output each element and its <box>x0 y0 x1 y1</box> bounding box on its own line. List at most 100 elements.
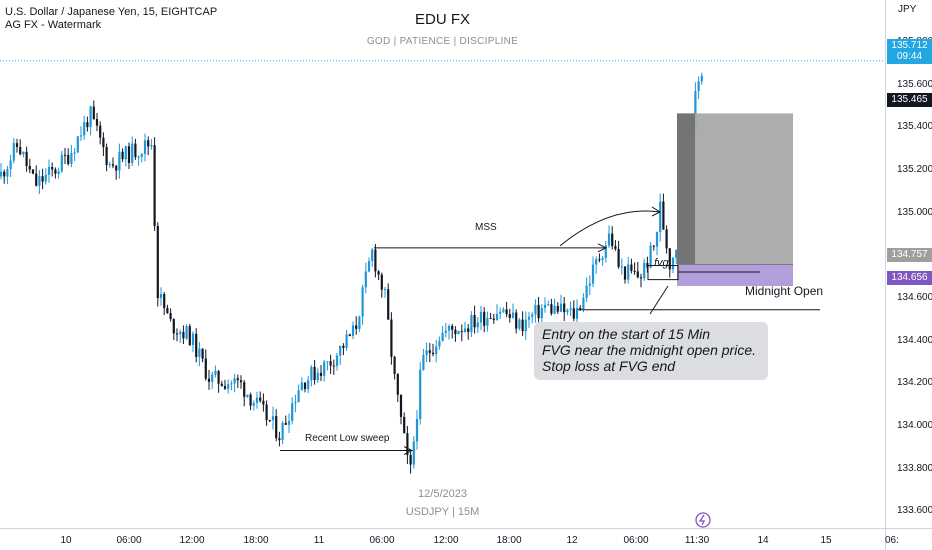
candle-body <box>3 171 6 177</box>
candle <box>595 256 598 274</box>
candle <box>457 330 460 335</box>
candle <box>6 165 9 185</box>
indicator-title[interactable]: AG FX - Watermark <box>5 19 102 31</box>
candle <box>547 300 550 307</box>
symbol-title[interactable]: U.S. Dollar / Japanese Yen, 15, EIGHTCAP <box>5 6 218 18</box>
candle-body <box>607 233 611 246</box>
candle <box>153 137 156 231</box>
candle-body <box>291 403 294 421</box>
candle-body <box>447 325 451 331</box>
candle-body <box>595 259 598 265</box>
candle <box>323 359 326 382</box>
candle-body <box>358 316 361 329</box>
candle-body <box>486 317 489 326</box>
candle <box>451 323 454 339</box>
candle <box>438 336 441 350</box>
candle <box>697 76 700 99</box>
candle-body <box>579 308 582 310</box>
candle-body <box>569 308 572 310</box>
candle <box>639 273 643 288</box>
candle <box>332 359 335 375</box>
candle <box>662 193 665 230</box>
candle-body <box>425 350 428 355</box>
candle <box>563 297 566 322</box>
candle-body <box>217 370 220 384</box>
candle <box>403 412 406 434</box>
candle <box>393 355 396 380</box>
candle-body <box>342 345 345 348</box>
candle-body <box>662 201 665 230</box>
candle-body <box>265 404 268 421</box>
candle <box>188 323 191 346</box>
candle <box>412 436 415 469</box>
candle <box>348 333 351 337</box>
candle-body <box>534 304 537 315</box>
candle <box>108 161 111 168</box>
time-tick-label: 18:00 <box>243 535 269 546</box>
candle-body <box>70 152 73 164</box>
candle <box>198 341 201 367</box>
candle <box>351 321 355 340</box>
candle <box>211 371 214 389</box>
candle <box>342 343 345 356</box>
candle-body <box>348 334 351 337</box>
candle <box>531 311 534 324</box>
candle-body <box>601 258 604 260</box>
candle-body <box>297 390 300 403</box>
candle-body <box>262 400 265 405</box>
candle-body <box>502 309 505 312</box>
fvg-box <box>647 265 679 281</box>
candle <box>441 326 444 342</box>
candle <box>335 353 339 371</box>
candle <box>300 377 303 391</box>
candle-body <box>614 246 617 249</box>
candle-body <box>22 151 25 155</box>
candle <box>73 147 76 161</box>
candle-body <box>566 309 569 313</box>
candle <box>409 451 412 474</box>
candle <box>319 364 323 381</box>
candle <box>255 391 259 409</box>
candle <box>419 362 422 425</box>
candle-body <box>175 333 179 335</box>
candle <box>246 394 249 398</box>
candle <box>95 113 99 132</box>
candle <box>35 165 38 187</box>
candle-body <box>671 257 675 270</box>
candle <box>262 393 265 412</box>
flash-icon <box>695 512 711 528</box>
candle-body <box>230 383 233 385</box>
candle <box>159 287 163 306</box>
candle <box>659 193 662 242</box>
candle <box>89 105 92 136</box>
candle <box>591 256 595 287</box>
candle <box>22 151 25 158</box>
candle-body <box>115 165 118 171</box>
candle <box>655 231 659 256</box>
candle-body <box>623 266 627 280</box>
candle <box>25 146 28 172</box>
last-price-value: 135.712 <box>891 40 928 51</box>
candle-body <box>0 171 3 177</box>
candle-body <box>345 334 348 348</box>
candle-body <box>60 154 63 172</box>
candle <box>217 370 220 393</box>
candle <box>387 283 390 320</box>
candle-body <box>659 201 662 233</box>
candle <box>492 313 495 324</box>
candle <box>3 169 6 184</box>
candle-body <box>652 245 655 247</box>
candle <box>508 308 511 323</box>
candle-body <box>316 372 319 381</box>
candle-body <box>121 151 124 160</box>
candle <box>326 361 329 371</box>
candle-body <box>428 350 431 353</box>
candle-body <box>172 319 175 334</box>
candle-body <box>636 271 639 278</box>
candle <box>172 318 175 340</box>
candle-body <box>156 225 159 299</box>
candle-body <box>435 346 438 355</box>
candle-body <box>332 365 335 367</box>
price-tick-label: 135.000 <box>897 206 932 218</box>
